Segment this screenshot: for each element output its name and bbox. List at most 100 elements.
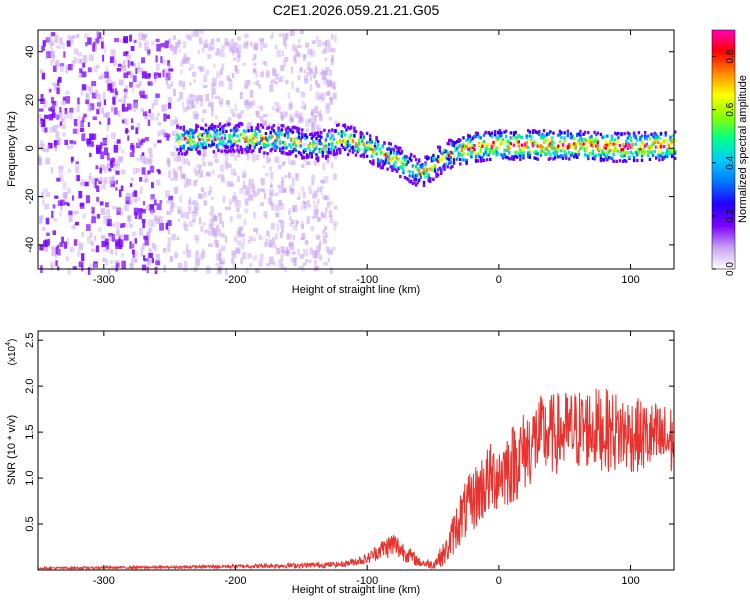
spectrogram-noise-cell (259, 116, 264, 122)
spectrogram-noise-cell (182, 211, 188, 219)
spectrogram-noise-cell (232, 113, 237, 117)
spectrogram-ridge-cell (244, 138, 247, 142)
spectrogram-ridge-cell (642, 152, 645, 156)
spectrogram-noise-cell (168, 73, 172, 78)
spectrogram-noise-cell (52, 230, 56, 235)
spectrogram-noise-cell (76, 128, 79, 135)
spectrogram-noise-cell (120, 65, 123, 69)
spectrogram-ridge-cell (539, 144, 543, 148)
spectrogram-noise-cell (87, 37, 92, 45)
spectrogram-ridge-cell (558, 132, 562, 137)
spectrogram-noise-cell (80, 182, 84, 186)
spectrogram-ridge-cell (200, 142, 203, 146)
spectrogram-ridge-cell (481, 155, 484, 160)
spectrogram-ridge-cell (667, 143, 671, 147)
spectrogram-noise-cell (54, 145, 58, 152)
spectrogram-noise-cell (333, 224, 337, 231)
spectrogram-noise-cell (135, 127, 139, 135)
spectrogram-noise-cell (149, 165, 155, 173)
spectrogram-ridge-cell (260, 146, 263, 150)
spectrogram-ridge-cell (634, 142, 637, 146)
spectrogram-ridge-cell (353, 129, 356, 133)
spectrogram-noise-cell (182, 85, 185, 90)
spectrogram-ridge-cell (177, 136, 181, 140)
spectrogram-noise-cell (247, 253, 252, 259)
spectrogram-noise-cell (123, 88, 128, 92)
spectrogram-ridge-cell (658, 158, 661, 162)
spectrogram-ridge-cell (237, 150, 241, 154)
spectrogram-noise-cell (121, 260, 126, 269)
spectrogram-ridge-cell (233, 142, 236, 146)
spectrogram-noise-cell (235, 150, 240, 154)
spectrogram-noise-cell (96, 196, 99, 202)
spectrogram-ridge-cell (443, 166, 446, 170)
spectrogram-ridge-cell (590, 151, 593, 155)
spectrogram-ridge-cell (350, 146, 353, 150)
spectrogram-noise-cell (189, 64, 195, 69)
spectrogram-ridge-cell (621, 154, 625, 159)
spectrogram-noise-cell (246, 154, 250, 161)
spectrogram-ridge-cell (274, 131, 277, 135)
spectrogram-ridge-cell (383, 153, 386, 157)
spectrogram-noise-cell (311, 174, 315, 182)
snr-series-line (37, 388, 674, 571)
spectrogram-noise-cell (195, 250, 199, 258)
spectrogram-ridge-cell (473, 144, 476, 148)
spectrogram-ridge-cell (271, 142, 274, 147)
spectrogram-ridge-cell (609, 156, 612, 160)
spectrogram-ridge-cell (628, 155, 631, 159)
spectrogram-noise-cell (80, 70, 83, 78)
spectrogram-noise-cell (333, 221, 338, 226)
spectrogram-ridge-cell (176, 138, 179, 142)
spectrogram-noise-cell (102, 92, 106, 100)
spectrogram-ridge-cell (198, 138, 201, 142)
spectrogram-ridge-cell (201, 143, 204, 147)
spectrogram-ridge-cell (599, 153, 603, 158)
spectrogram-noise-cell (323, 262, 328, 266)
spectrogram-noise-cell (188, 161, 191, 166)
spectrogram-ridge-cell (644, 150, 647, 154)
spectrogram-ridge-cell (427, 179, 430, 183)
spectrogram-ridge-cell (582, 137, 585, 141)
spectrogram-ridge-cell (356, 143, 359, 147)
spectrogram-noise-cell (293, 113, 296, 117)
spectrogram-ridge-cell (614, 142, 617, 146)
spectrogram-ridge-cell (324, 144, 328, 148)
spectrogram-ridge-cell (395, 169, 399, 173)
spectrogram-ridge-cell (486, 147, 489, 151)
spectrogram-noise-cell (297, 75, 301, 81)
spectrogram-noise-cell (120, 185, 124, 191)
colorbar-tick-label: 0.8 (725, 49, 736, 63)
spectrogram-ridge-cell (606, 141, 609, 145)
spectrogram-ridge-cell (343, 140, 347, 144)
spectrogram-ridge-cell (301, 154, 304, 158)
spectrogram-noise-cell (182, 156, 185, 164)
spectrogram-noise-cell (91, 216, 96, 224)
spectrogram-noise-cell (56, 177, 61, 182)
spectrogram-ridge-cell (506, 144, 509, 148)
spectrogram-noise-cell (255, 154, 259, 161)
spectrogram-noise-cell (106, 152, 110, 161)
spectrogram-ridge-cell (674, 156, 677, 160)
spectrogram-ridge-cell (424, 175, 427, 179)
spectrogram-ridge-cell (217, 137, 220, 141)
spectrogram-ridge-cell (403, 158, 407, 162)
spectrogram-ridge-cell (318, 139, 321, 143)
spectrogram-noise-cell (303, 206, 308, 211)
spectrogram-ridge-cell (610, 156, 614, 161)
spectrogram-noise-cell (106, 162, 110, 169)
spectrogram-ridge-cell (277, 126, 280, 130)
spectrogram-ridge-cell (424, 171, 427, 175)
spectrogram-noise-cell (155, 253, 160, 262)
spectrogram-ridge-cell (620, 154, 623, 158)
spectrogram-noise-cell (287, 233, 292, 240)
spectrogram-ridge-cell (218, 132, 222, 136)
spectrogram-noise-cell (281, 184, 285, 189)
spectrogram-noise-cell (154, 116, 159, 121)
spectrogram-ridge-cell (376, 161, 380, 165)
spectrogram-ridge-cell (583, 147, 587, 151)
spectrogram-ridge-cell (288, 143, 291, 147)
spectrogram-noise-cell (320, 92, 326, 99)
spectrogram-ridge-cell (274, 141, 277, 145)
spectrogram-ridge-cell (446, 165, 449, 169)
